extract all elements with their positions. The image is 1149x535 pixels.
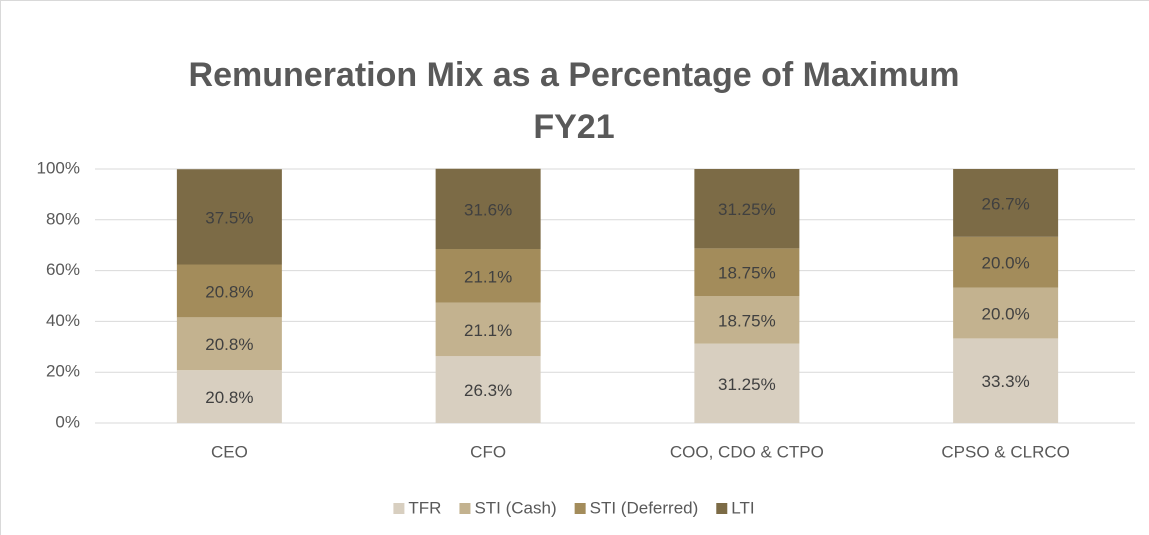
bar-segment — [435, 249, 541, 303]
x-tick-label: CEO — [211, 442, 248, 461]
data-label: 20.8% — [205, 388, 253, 407]
data-label: 20.8% — [205, 282, 253, 301]
bar-segment — [953, 169, 1059, 237]
bar-segment — [435, 302, 541, 357]
data-label: 33.3% — [982, 372, 1030, 391]
bar-segment — [953, 287, 1059, 339]
bar-segment — [176, 169, 282, 265]
data-label: 21.1% — [464, 321, 512, 340]
data-label: 18.75% — [718, 311, 776, 330]
legend-swatch — [393, 503, 405, 514]
x-tick-label: COO, CDO & CTPO — [670, 442, 824, 461]
data-label: 31.25% — [718, 375, 776, 394]
y-tick-label: 60% — [46, 260, 80, 279]
bar-segment — [953, 236, 1059, 288]
data-label: 26.3% — [464, 381, 512, 400]
data-label: 31.25% — [718, 200, 776, 219]
bar-segment — [694, 169, 800, 249]
x-tick-label: CPSO & CLRCO — [941, 442, 1069, 461]
y-tick-label: 100% — [37, 158, 80, 177]
bar-segment — [176, 317, 282, 371]
y-tick-label: 80% — [46, 209, 80, 228]
data-label: 37.5% — [205, 208, 253, 227]
legend-label: LTI — [731, 498, 754, 517]
data-label: 26.7% — [982, 194, 1030, 213]
data-label: 20.8% — [205, 335, 253, 354]
data-label: 20.0% — [982, 254, 1030, 273]
data-label: 31.6% — [464, 200, 512, 219]
bar-segment — [176, 264, 282, 318]
legend-swatch — [716, 503, 728, 514]
legend-label: STI (Deferred) — [590, 498, 699, 517]
legend-swatch — [574, 503, 586, 514]
chart-title: FY21 — [533, 108, 614, 146]
bar-segment — [176, 370, 282, 423]
y-tick-label: 0% — [55, 412, 80, 431]
data-label: 20.0% — [982, 305, 1030, 324]
bar-segment — [435, 356, 541, 423]
legend-swatch — [459, 503, 471, 514]
y-tick-label: 20% — [46, 362, 80, 381]
y-tick-label: 40% — [46, 311, 80, 330]
data-label: 21.1% — [464, 267, 512, 286]
x-tick-label: CFO — [470, 442, 506, 461]
legend-label: STI (Cash) — [474, 498, 556, 517]
bar-segment — [694, 296, 800, 344]
bar-segment — [953, 338, 1059, 423]
chart-title: Remuneration Mix as a Percentage of Maxi… — [189, 56, 960, 94]
data-label: 18.75% — [718, 264, 776, 283]
legend-label: TFR — [408, 498, 441, 517]
bar-segment — [694, 248, 800, 296]
bar-segment — [435, 168, 541, 250]
bar-segment — [694, 343, 800, 423]
